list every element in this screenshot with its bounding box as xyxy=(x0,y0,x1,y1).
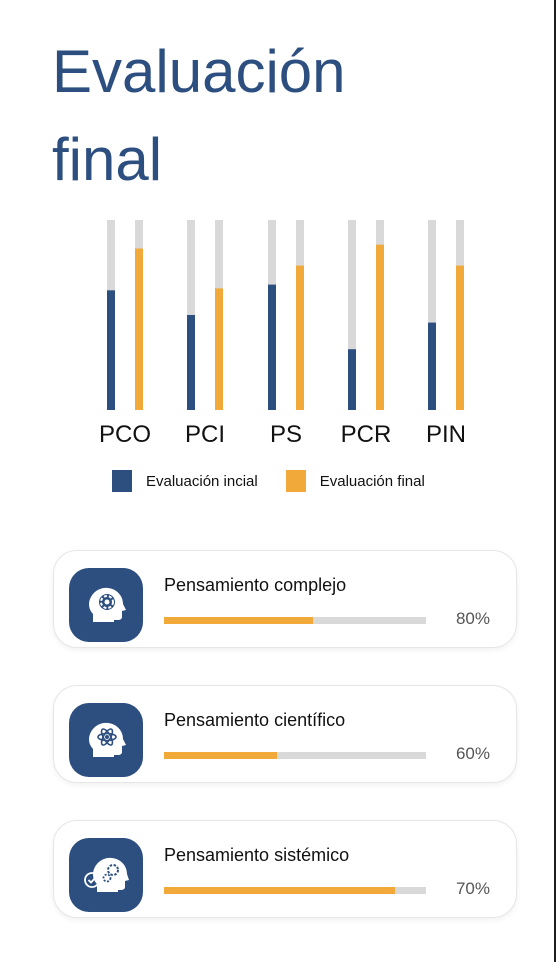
x-tick-label: PIN xyxy=(426,421,466,448)
skill-percent: 80% xyxy=(455,609,490,628)
bar-final-pco xyxy=(135,248,143,410)
window-edge xyxy=(554,0,556,962)
skill-percent: 60% xyxy=(455,744,490,763)
legend-swatch-initial xyxy=(112,470,132,492)
progress-track xyxy=(164,752,426,759)
skill-title: Pensamiento complejo xyxy=(164,575,347,595)
bar-initial-pcr xyxy=(348,349,356,410)
head-atom-icon xyxy=(69,703,143,777)
bar-final-pin xyxy=(456,265,464,410)
progress-track xyxy=(164,617,426,624)
bar-initial-pco xyxy=(107,290,115,410)
x-tick-label: PCO xyxy=(99,421,151,448)
bar-initial-ps xyxy=(268,284,276,410)
x-tick-label: PCI xyxy=(185,421,225,448)
skill-card-complejo[interactable]: Pensamiento complejo 80% xyxy=(53,550,517,648)
legend-label-initial: Evaluación incial xyxy=(146,472,258,490)
progress-fill xyxy=(164,887,395,894)
x-tick-label: PS xyxy=(270,421,302,448)
chart-legend: Evaluación incial Evaluación final xyxy=(112,470,453,492)
legend-swatch-final xyxy=(285,470,306,492)
progress-fill xyxy=(164,752,277,759)
bar-initial-pin xyxy=(428,322,436,410)
bar-track xyxy=(348,220,356,410)
bar-final-pcr xyxy=(376,244,384,410)
skill-title: Pensamiento científico xyxy=(164,710,346,730)
bar-track xyxy=(428,220,436,410)
x-tick-label: PCR xyxy=(341,421,392,448)
skill-title: Pensamiento sistémico xyxy=(164,845,350,865)
bar-initial-pci xyxy=(187,315,195,410)
head-gears-check-icon xyxy=(69,838,143,912)
legend-item-initial: Evaluación incial xyxy=(112,470,258,492)
bar-chart: PCO PCI PS PCR PIN xyxy=(99,220,466,448)
progress-fill xyxy=(164,617,314,624)
skill-card-sistemico[interactable]: Pensamiento sistémico 70% xyxy=(53,820,517,918)
bar-final-pci xyxy=(215,288,223,410)
page-title: Evaluación final xyxy=(52,38,346,193)
bar-final-ps xyxy=(296,265,304,410)
legend-label-final: Evaluación final xyxy=(319,472,425,490)
skill-card-cientifico[interactable]: Pensamiento científico 60% xyxy=(53,685,517,783)
skill-percent: 70% xyxy=(455,879,490,898)
progress-track xyxy=(164,887,426,894)
legend-item-final: Evaluación final xyxy=(285,470,425,492)
head-gear-icon xyxy=(69,568,143,642)
